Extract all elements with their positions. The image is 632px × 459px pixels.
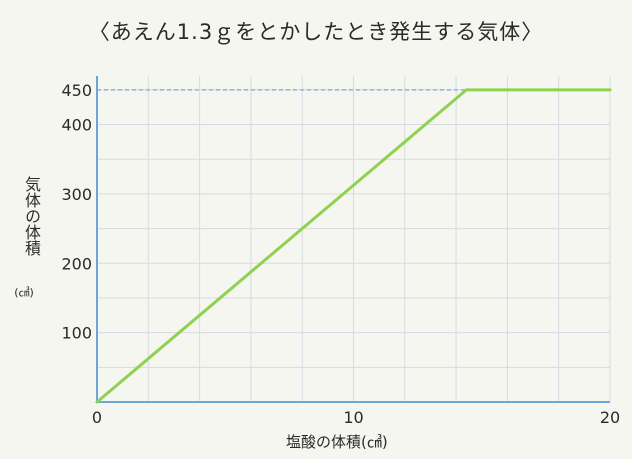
x-tick-20: 20	[600, 408, 620, 427]
chart-title: 〈あえん1.3ｇをとかしたとき発生する気体〉	[88, 20, 544, 44]
x-axis-label: 塩酸の体積(㎤)	[286, 433, 388, 451]
tick-labels: 450 400 300 200 100 0 10 20	[61, 81, 620, 427]
axes	[96, 76, 610, 403]
x-tick-0: 0	[92, 408, 102, 427]
grid	[96, 76, 611, 403]
series	[95, 88, 612, 404]
y-tick-100: 100	[61, 324, 92, 343]
y-tick-450: 450	[61, 81, 92, 100]
y-tick-300: 300	[61, 185, 92, 204]
y-tick-200: 200	[61, 254, 92, 273]
y-axis-unit: (㎤)	[14, 286, 34, 299]
y-axis-label: 気体の体積	[22, 176, 41, 256]
y-tick-400: 400	[61, 116, 92, 135]
series-line	[95, 88, 612, 404]
x-tick-10: 10	[343, 408, 363, 427]
